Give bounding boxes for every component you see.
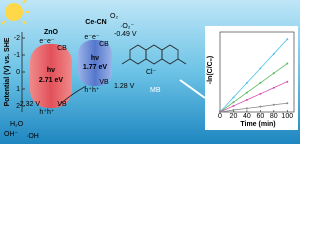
inset-point (286, 102, 289, 105)
o2: O₂ (110, 13, 118, 20)
mb-molecule (121, 44, 187, 65)
superoxide: ·O₂⁻ (120, 23, 134, 30)
sun (1, 0, 30, 25)
inset-point (286, 38, 289, 41)
inset-x-tick-label: 0 (218, 113, 222, 120)
hydroxide: OH⁻ (4, 131, 19, 138)
zno-electrons: e⁻e⁻ (39, 38, 54, 45)
cecn-name: Ce-CN (85, 19, 106, 26)
graphical-abstract: Potential (V) vs. SHE -2 -1 0 1 2 ZnO e⁻e⁻ C… (0, 0, 300, 144)
inset-point (259, 67, 262, 70)
inset-line (219, 63, 288, 113)
cecn-gap: 1.77 eV (83, 64, 107, 71)
inset-x-tick-label: 20 (230, 113, 238, 120)
inset-point (245, 98, 248, 101)
inset-point (232, 104, 235, 107)
inset-point (232, 101, 235, 104)
inset-line (219, 102, 288, 113)
inset-point (245, 81, 248, 84)
axis-label: Potential (V) vs. SHE (4, 37, 11, 106)
inset-x-tick-label: 100 (281, 113, 293, 120)
pollutant: MB (150, 87, 161, 94)
cecn-cb-potential: -0.49 V (114, 31, 137, 38)
zno-holes: h⁺h⁺ (39, 109, 54, 116)
inset-point (219, 111, 221, 113)
inset-point (286, 62, 289, 65)
chloride: Cl⁻ (146, 69, 157, 76)
cecn-holes: h⁺h⁺ (84, 87, 99, 94)
inset-line (219, 39, 288, 113)
inset-point (232, 96, 235, 99)
inset-point (259, 81, 262, 84)
zno-vb: VB (57, 101, 67, 108)
axis-tick-label: 0 (16, 69, 20, 76)
water: H₂O (10, 121, 24, 128)
axis-tick-label: -1 (14, 52, 20, 59)
hydroxyl: ·OH (26, 133, 39, 140)
inset-point (286, 80, 289, 83)
cecn-cb: CB (99, 41, 109, 48)
inset-point (232, 109, 235, 112)
zno-name: ZnO (44, 29, 59, 36)
axis-tick-label: -2 (14, 35, 20, 42)
cecn-band (78, 40, 112, 86)
cecn-vb-potential: 1.28 V (114, 83, 135, 90)
inset-point (272, 72, 275, 75)
zno-band (30, 44, 72, 108)
inset-point (245, 107, 248, 110)
inset-point (259, 105, 262, 108)
arrow (179, 79, 206, 99)
hole-transfer-arrow (57, 85, 87, 107)
axis-tick-label: 1 (16, 86, 20, 93)
inset-x-tick-label: 80 (270, 113, 278, 120)
inset-point (259, 92, 262, 95)
inset-point (272, 103, 275, 106)
zno-gap: 2.71 eV (39, 77, 63, 84)
inset-x-tick-label: 40 (243, 113, 251, 120)
inset-xlabel: Time (min) (240, 121, 275, 128)
inset-point (272, 86, 275, 89)
zno-photon: hν (47, 67, 55, 74)
inset-line (219, 81, 288, 113)
axis-tick-label: 2 (16, 103, 20, 110)
inset-point (245, 91, 248, 94)
inset-point (272, 52, 275, 55)
cecn-photon: hν (91, 55, 99, 62)
zno-vb-potential: 2.32 V (20, 101, 41, 108)
inset-ylabel: -ln(C/C₀) (207, 56, 214, 84)
cecn-electrons: e⁻e⁻ (84, 34, 99, 41)
inset-x-tick-label: 60 (256, 113, 264, 120)
zno-cb: CB (57, 45, 67, 52)
cecn-vb: VB (99, 79, 109, 86)
inset-frame (219, 31, 295, 113)
